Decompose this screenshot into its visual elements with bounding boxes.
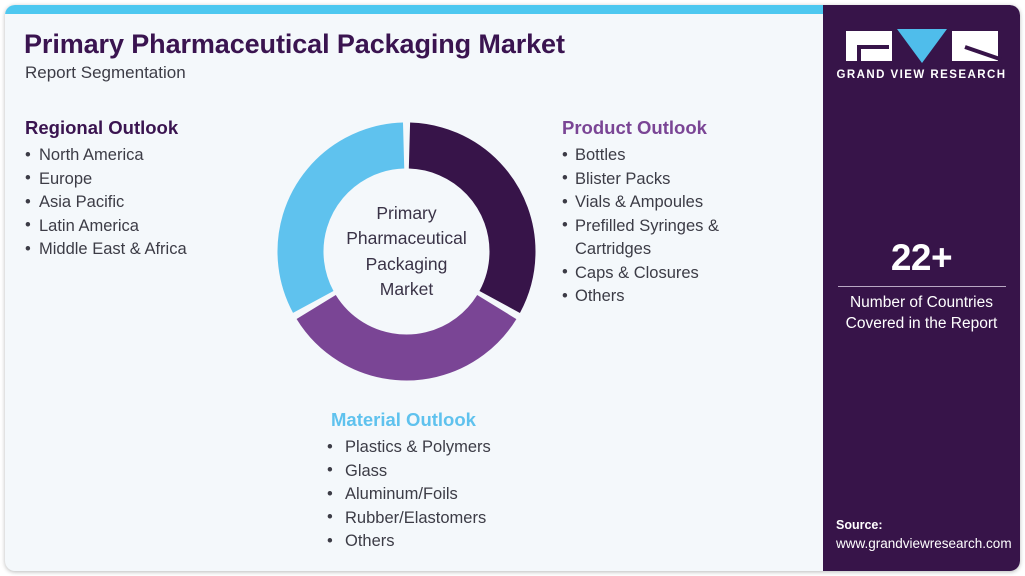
- donut-segment-product: [277, 122, 536, 381]
- source-url[interactable]: www.grandviewresearch.com: [836, 536, 1012, 551]
- donut-center-line: Primary: [376, 202, 437, 223]
- source-label: Source:: [836, 518, 883, 532]
- material-outlook-title: Material Outlook: [331, 409, 476, 430]
- stat-caption: Number of Countries Covered in the Repor…: [823, 292, 1020, 334]
- list-item: Others: [562, 285, 719, 309]
- list-item: Middle East & Africa: [25, 238, 187, 262]
- list-item: Caps & Closures: [562, 261, 719, 286]
- segmentation-donut-chart: Primary Pharmaceutical Packaging Market: [269, 114, 544, 389]
- donut-center-label: Primary Pharmaceutical Packaging Market: [269, 114, 544, 389]
- regional-outlook-list: North America Europe Asia Pacific Latin …: [25, 144, 187, 262]
- product-outlook-list: Bottles Blister Packs Vials & Ampoules P…: [562, 144, 719, 309]
- logo-v-triangle-icon: [896, 29, 947, 63]
- list-item: Plastics & Polymers: [327, 436, 491, 460]
- logo-wordmark: GRAND VIEW RESEARCH: [836, 69, 1007, 81]
- list-item-continuation: Cartridges: [575, 240, 652, 258]
- page-title: Primary Pharmaceutical Packaging Market: [24, 29, 565, 59]
- brand-side-panel: GRAND VIEW RESEARCH 22+ Number of Countr…: [823, 5, 1020, 571]
- list-item: Rubber/Elastomers: [327, 506, 491, 531]
- regional-outlook-block: Regional Outlook North America Europe As…: [25, 117, 187, 262]
- product-outlook-title: Product Outlook: [562, 117, 707, 138]
- regional-outlook-title: Regional Outlook: [25, 117, 179, 138]
- list-item: North America: [25, 144, 187, 168]
- list-item: Glass: [327, 459, 491, 484]
- list-item: Bottles: [562, 144, 719, 168]
- top-accent-bar: [5, 5, 823, 14]
- stat-divider: [837, 286, 1006, 287]
- donut-center-line: Pharmaceutical: [346, 228, 467, 248]
- logo-marks: [823, 29, 1020, 63]
- logo-g-icon: [845, 31, 892, 61]
- stat-caption-line: Number of Countries: [849, 294, 993, 311]
- donut-svg: [277, 122, 536, 381]
- list-item: Europe: [25, 167, 187, 192]
- stat-caption-line: Covered in the Report: [845, 315, 998, 332]
- material-outlook-list: Plastics & Polymers Glass Aluminum/Foils…: [327, 436, 491, 554]
- list-item: Aluminum/Foils: [327, 483, 491, 507]
- list-item: Asia Pacific: [25, 191, 187, 215]
- material-outlook-block: Material Outlook Plastics & Polymers Gla…: [327, 409, 491, 554]
- list-item: Prefilled Syringes &: [562, 214, 719, 239]
- list-item: Latin America: [25, 214, 187, 239]
- donut-center-line: Market: [379, 279, 434, 299]
- report-card: Primary Pharmaceutical Packaging Market …: [5, 5, 1020, 571]
- source-block: Source: www.grandviewresearch.com: [836, 516, 1020, 553]
- grand-view-research-logo: GRAND VIEW RESEARCH: [823, 29, 1020, 81]
- list-item: Vials & Ampoules: [562, 191, 719, 215]
- list-item: Others: [327, 530, 491, 554]
- donut-center-line: Packaging: [365, 253, 448, 274]
- stat-value: 22+: [890, 237, 953, 278]
- page-subtitle: Report Segmentation: [25, 63, 186, 82]
- countries-stat-block: 22+ Number of Countries Covered in the R…: [823, 237, 1020, 334]
- list-item: Blister Packs: [562, 167, 719, 192]
- logo-r-icon: [951, 31, 998, 61]
- product-outlook-block: Product Outlook Bottles Blister Packs Vi…: [562, 117, 719, 309]
